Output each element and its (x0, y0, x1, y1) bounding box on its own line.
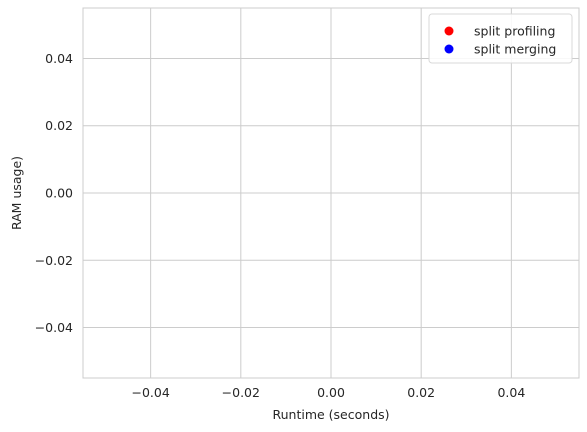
legend-box (428, 13, 573, 64)
y-tick-label: −0.02 (35, 253, 73, 268)
y-axis-label: RAM usage) (9, 156, 24, 230)
legend-marker-split-profiling (444, 26, 454, 36)
x-axis-label: Runtime (seconds) (272, 407, 389, 422)
y-tick-label: −0.04 (35, 320, 73, 335)
x-tick-label: 0.04 (497, 385, 525, 400)
legend-marker-split-merging (444, 44, 454, 54)
x-tick-labels: −0.04 −0.02 0.00 0.02 0.04 (131, 385, 525, 400)
legend: split profiling split merging (428, 13, 573, 64)
x-tick-label: 0.00 (317, 385, 345, 400)
x-tick-label: 0.02 (407, 385, 435, 400)
y-tick-labels: −0.04 −0.02 0.00 0.02 0.04 (35, 51, 73, 335)
legend-label-split-merging: split merging (474, 42, 556, 57)
x-tick-label: −0.02 (222, 385, 260, 400)
y-tick-label: 0.02 (45, 118, 73, 133)
legend-label-split-profiling: split profiling (474, 24, 555, 39)
grid-lines (83, 8, 579, 378)
x-tick-label: −0.04 (131, 385, 169, 400)
y-tick-label: 0.04 (45, 51, 73, 66)
y-tick-label: 0.00 (45, 186, 73, 201)
